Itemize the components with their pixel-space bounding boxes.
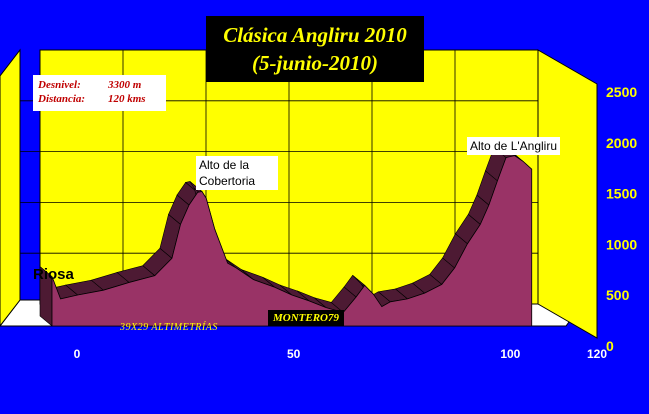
y-tick-label: 2500 <box>606 84 637 100</box>
y-tick-label: 0 <box>606 338 614 354</box>
x-tick-label: 120 <box>587 347 607 361</box>
chart-title: Clásica Angliru 2010 (5-junio-2010) <box>206 16 424 82</box>
y-tick-label: 2000 <box>606 135 637 151</box>
y-tick-label: 1500 <box>606 186 637 202</box>
desnivel-value: 3300 m <box>108 79 142 91</box>
plot-left-wall <box>0 48 21 327</box>
x-tick-label: 0 <box>74 347 81 361</box>
route-info-box: Desnivel: 3300 m Distancia: 120 kms <box>33 75 166 111</box>
peak-label-cobertoria: Alto de la Cobertoria <box>196 156 278 190</box>
title-line-2: (5-junio-2010) <box>252 51 378 75</box>
start-label: Riosa <box>33 266 74 283</box>
y-axis-ticks: 0 500 1000 1500 2000 2500 <box>606 84 637 354</box>
plot-right-wall <box>537 49 598 339</box>
distancia-row: Distancia: 120 kms <box>38 92 166 106</box>
desnivel-row: Desnivel: 3300 m <box>38 78 166 92</box>
peak-label-angliru: Alto de L'Angliru <box>467 137 561 155</box>
x-tick-label: 100 <box>500 347 520 361</box>
x-tick-label: 50 <box>287 347 301 361</box>
author-badge: MONTERO79 <box>268 310 345 326</box>
distancia-value: 120 kms <box>108 93 146 105</box>
credit-text: 39X29 ALTIMETRÍAS <box>120 322 218 333</box>
y-tick-label: 500 <box>606 287 630 303</box>
x-axis-ticks: 0 50 100 120 <box>74 347 608 361</box>
desnivel-label: Desnivel: <box>38 79 81 91</box>
y-tick-label: 1000 <box>606 236 637 252</box>
distancia-label: Distancia: <box>38 93 86 105</box>
title-line-1: Clásica Angliru 2010 <box>223 23 407 47</box>
